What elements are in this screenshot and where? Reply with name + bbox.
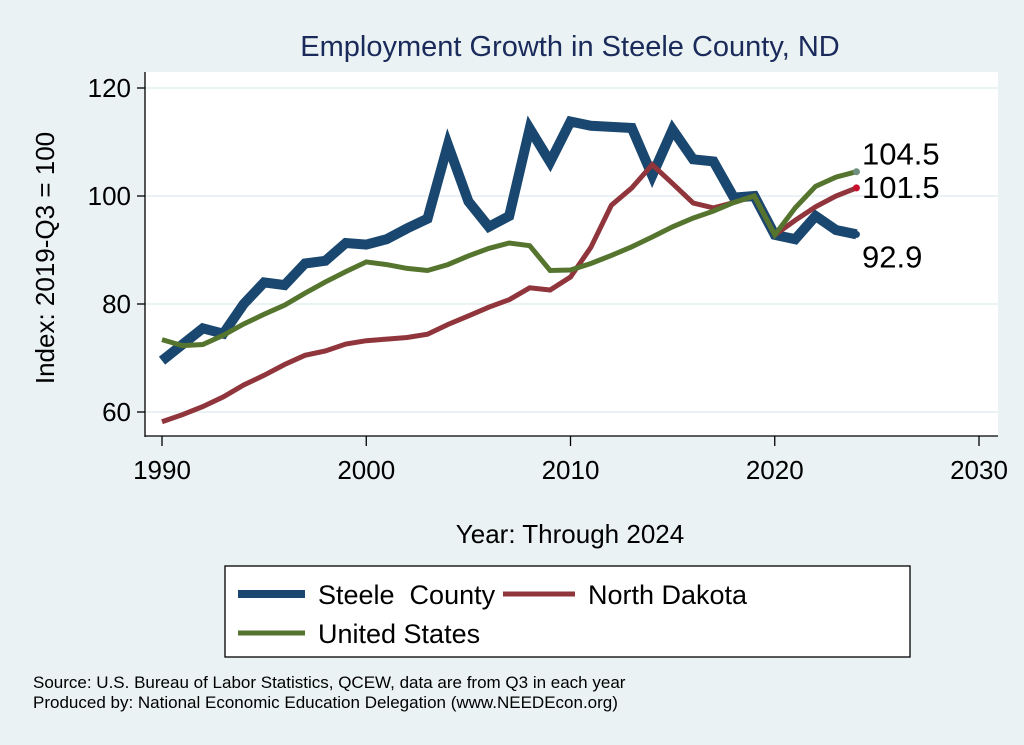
source-note: Source: U.S. Bureau of Labor Statistics,… <box>33 673 626 692</box>
x-tick-label: 2010 <box>542 455 600 485</box>
y-tick-label: 60 <box>102 397 131 427</box>
legend-label-north-dakota: North Dakota <box>588 580 748 610</box>
end-marker <box>852 184 860 192</box>
y-tick-label: 100 <box>88 181 131 211</box>
plot-area <box>145 72 998 436</box>
chart-title: Employment Growth in Steele County, ND <box>300 31 839 63</box>
x-tick-label: 2020 <box>746 455 804 485</box>
legend-label-steele: Steele County <box>318 580 496 610</box>
x-ticks: 1990 2000 2010 2020 2030 <box>133 436 1008 485</box>
end-label: 104.5 <box>862 137 940 172</box>
legend: Steele County North Dakota United States <box>224 565 911 658</box>
y-tick-label: 80 <box>102 289 131 319</box>
x-tick-label: 1990 <box>133 455 191 485</box>
y-axis-label: Index: 2019-Q3 = 100 <box>30 132 60 384</box>
x-axis-label: Year: Through 2024 <box>456 519 684 549</box>
series-lines <box>158 115 858 425</box>
end-label: 92.9 <box>862 239 922 274</box>
end-marker <box>852 230 860 238</box>
legend-label-united-states: United States <box>318 619 480 649</box>
producer-note: Produced by: National Economic Education… <box>33 693 618 712</box>
x-tick-label: 2000 <box>337 455 395 485</box>
y-ticks: 60 80 100 120 <box>88 73 145 427</box>
end-label: 101.5 <box>862 170 940 205</box>
end-marker <box>852 168 860 176</box>
x-tick-label: 2030 <box>950 455 1008 485</box>
y-tick-label: 120 <box>88 73 131 103</box>
legend-box <box>224 565 911 658</box>
